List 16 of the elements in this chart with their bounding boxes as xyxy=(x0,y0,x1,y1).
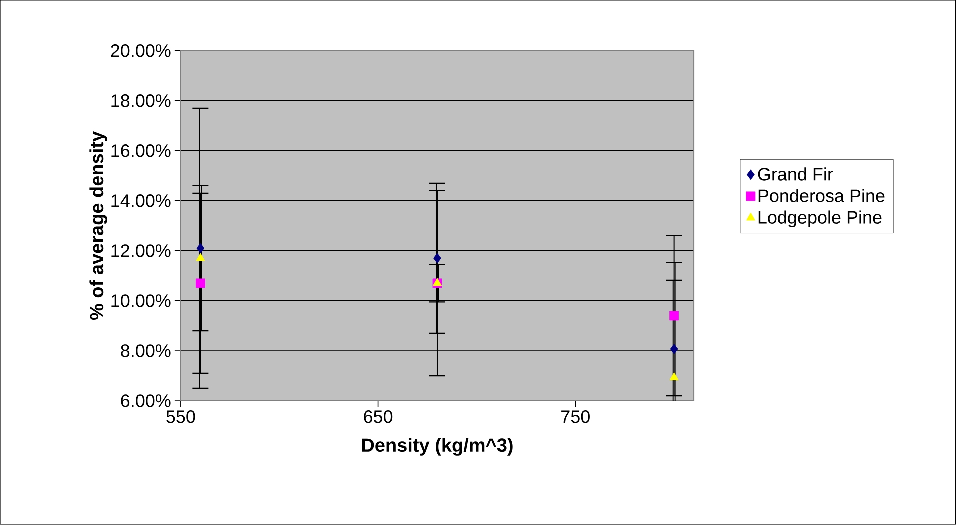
x-tick-label: 750 xyxy=(562,410,590,424)
y-axis-title: % of average density xyxy=(90,132,108,320)
x-axis-title: Density (kg/m^3) xyxy=(362,438,513,456)
y-tick-label: 8.00% xyxy=(121,344,171,358)
y-tick-label: 14.00% xyxy=(112,194,171,208)
legend-label: Ponderosa Pine xyxy=(758,189,885,202)
y-tick-label: 20.00% xyxy=(111,44,171,58)
x-tick-label: 650 xyxy=(364,410,393,424)
y-tick-label: 16.00% xyxy=(112,144,171,158)
y-tick-label: 12.00% xyxy=(112,244,171,258)
legend-label: Lodgepole Pine xyxy=(758,210,882,228)
x-tick-label: 550 xyxy=(166,410,196,424)
y-tick-label: 6.00% xyxy=(121,394,171,408)
y-tick-label: 18.00% xyxy=(112,94,171,108)
y-tick-label: 10.00% xyxy=(112,294,171,308)
legend-label: Grand Fir xyxy=(758,168,834,181)
